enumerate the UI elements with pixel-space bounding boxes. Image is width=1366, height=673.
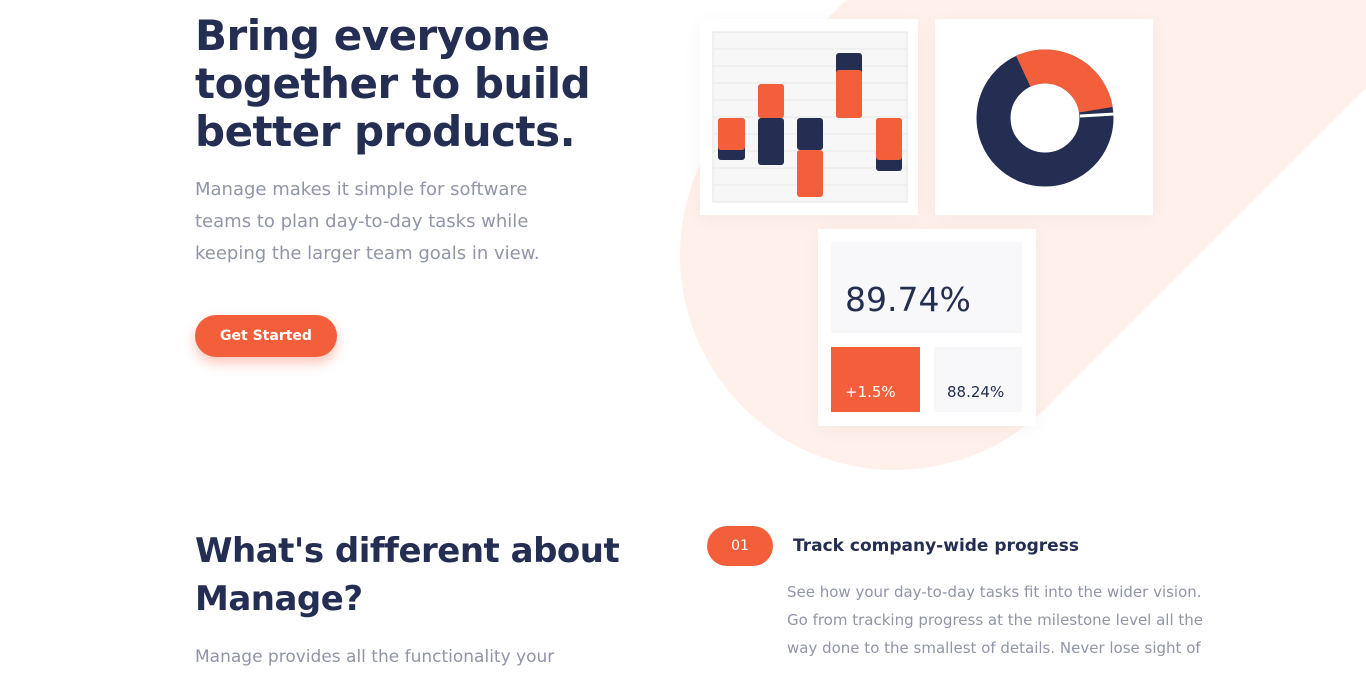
text-line: Go from tracking progress at the milesto…	[787, 611, 1204, 629]
stat-change: +1.5%	[845, 383, 896, 401]
stat-secondary: 88.24%	[947, 383, 1005, 401]
bar-illustration	[712, 31, 908, 203]
text-line: Manage provides all the functionality yo…	[195, 647, 555, 667]
get-started-button[interactable]: Get Started	[195, 315, 337, 357]
text-line: teams to plan day-to-day tasks while	[195, 211, 529, 232]
text-line: Manage makes it simple for software	[195, 179, 528, 200]
title-line: What's different about	[195, 531, 620, 571]
stat-change-box: +1.5%	[831, 347, 920, 412]
text-line: See how your day-to-day tasks fit into t…	[787, 583, 1202, 601]
donut-illustration	[976, 49, 1116, 187]
stats-card: 89.74% +1.5% 88.24%	[818, 229, 1036, 426]
feature-description: See how your day-to-day tasks fit into t…	[787, 578, 1203, 662]
features-title: What's different about Manage?	[195, 527, 620, 623]
feature-number: 01	[707, 526, 773, 566]
stat-main: 89.74%	[845, 280, 971, 319]
hero-description: Manage makes it simple for software team…	[195, 174, 540, 270]
title-line: Manage?	[195, 579, 363, 619]
features-description: Manage provides all the functionality yo…	[195, 641, 554, 673]
bar-card	[700, 19, 918, 215]
title-line: Bring everyone	[195, 11, 550, 60]
donut-card	[935, 19, 1153, 215]
text-line: way done to the smallest of details. Nev…	[787, 639, 1201, 657]
hero-title: Bring everyone together to build better …	[195, 11, 591, 156]
stat-secondary-box: 88.24%	[934, 347, 1022, 412]
feature-title: Track company-wide progress	[793, 536, 1079, 556]
title-line: better products.	[195, 107, 576, 156]
stat-box: 89.74%	[831, 242, 1022, 333]
text-line: keeping the larger team goals in view.	[195, 243, 540, 264]
title-line: together to build	[195, 59, 591, 108]
